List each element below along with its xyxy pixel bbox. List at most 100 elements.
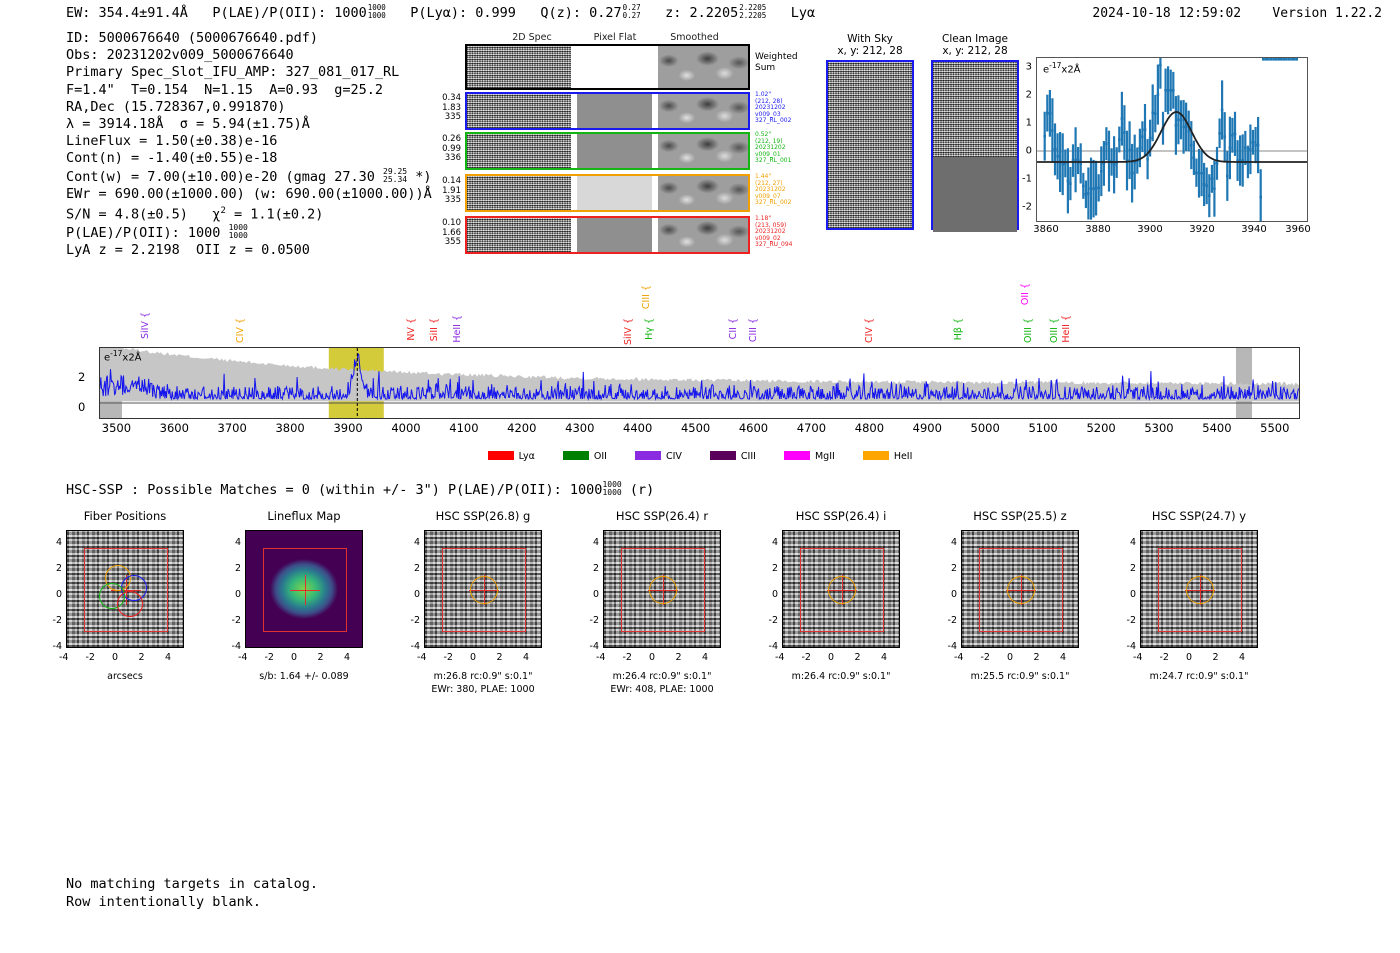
cutout-5-ytick-1: 2 (950, 563, 957, 574)
cutout-3-xtick-1: -2 (622, 652, 632, 663)
info-cont-w-pre: Cont(w) = 7.00(±10.00)e-20 (gmag 27.30 (66, 168, 375, 185)
info-cont-w-den: 25.34 (383, 174, 408, 184)
col-title-pixelflat: Pixel Flat (593, 32, 637, 43)
spectrum-xtick-3900: 3900 (333, 421, 363, 435)
legend-swatch-MgII (783, 451, 810, 460)
legend-label-Lyα: Lyα (518, 451, 535, 462)
cutout-3-ytick-4: -4 (589, 641, 599, 652)
cutout-5-caption-line1: m:25.5 rc:0.9" s:0.1" (970, 671, 1070, 682)
cutout-2-ytick-4: -4 (410, 641, 420, 652)
cutout-title-3: HSC SSP(26.4) r (615, 509, 709, 523)
aperture-circle (828, 576, 856, 604)
legend-swatch-OII (562, 451, 589, 460)
bottom-note-line1: No matching targets in catalog. (66, 876, 318, 892)
fit-xtick-3860: 3860 (1033, 224, 1059, 235)
cutout-3-caption-line2: EWr: 408, PLAE: 1000 (610, 684, 714, 695)
legend-swatch-Lyα (487, 451, 514, 460)
cutout-3-xtick-4: 4 (702, 652, 709, 663)
line-marker-SiIV-5: SiIV { (623, 318, 635, 346)
cutout-title-4: HSC SSP(26.4) i (795, 509, 887, 523)
row-1-left-2: 335 (444, 112, 461, 122)
cutout-image-0[interactable] (66, 530, 184, 648)
cutout-image-1[interactable] (245, 530, 363, 648)
fit-xtick-3900: 3900 (1137, 224, 1163, 235)
cutout-1-xtick-3: 2 (317, 652, 324, 663)
fit-ytick-2: 2 (1025, 89, 1032, 101)
cutout-6-xtick-3: 2 (1212, 652, 1219, 663)
cutout-title-0: Fiber Positions (83, 509, 167, 523)
crosshair-vertical (305, 575, 306, 605)
with-sky-title-block: With Sky x, y: 212, 28 (815, 33, 925, 57)
fit-unit-suffix: x2Å (1061, 64, 1081, 76)
cutout-3-ytick-2: 0 (592, 589, 599, 600)
fit-plot-svg (1037, 41, 1307, 225)
cutout-0-ytick-1: 2 (55, 563, 62, 574)
row-4-left-2: 355 (444, 237, 461, 247)
with-sky-image (826, 60, 914, 230)
row-2-left-1: 0.99 (442, 143, 461, 154)
seg-pixelflat (576, 46, 653, 88)
fit-ytick-m2: -2 (1022, 201, 1032, 213)
legend-label-MgII: MgII (814, 451, 835, 462)
row-2-left-2: 336 (444, 153, 461, 163)
info-cont-w: Cont(w) = 7.00(±10.00)e-20 (gmag 27.30 2… (66, 167, 432, 186)
cutout-0-xtick-3: 2 (138, 652, 145, 663)
header-timestamp: 2024-10-18 12:59:02 (1092, 6, 1242, 21)
cutout-0-caption: arcsecs (40, 670, 210, 683)
cutout-3-ytick-3: -2 (589, 615, 599, 626)
cutout-1-xtick-1: -2 (264, 652, 274, 663)
info-cont-n: Cont(n) = -1.40(±0.55)e-18 (66, 150, 278, 167)
hsc-header-den: 1000 (602, 488, 622, 497)
row-3-left-0: 0.14 (442, 176, 461, 186)
line-marker-HeII-15: HeII { (1060, 315, 1072, 343)
cutout-0-xtick-0: -4 (59, 652, 69, 663)
hsc-header-num: 1000 (602, 480, 622, 489)
cutout-image-4[interactable] (782, 530, 900, 648)
spectrum-xtick-5300: 5300 (1144, 421, 1174, 435)
seg-pixelflat (576, 134, 653, 168)
seg-2dspec (467, 218, 571, 252)
spectrum-xtick-4600: 4600 (738, 421, 769, 435)
info-lineflux: LineFlux = 1.50(±0.38)e-16 (66, 133, 278, 150)
cutout-1-xtick-0: -4 (238, 652, 248, 663)
cutout-2-xtick-4: 4 (523, 652, 530, 663)
cutout-image-3[interactable] (603, 530, 721, 648)
cutout-4-xtick-0: -4 (775, 652, 785, 663)
spectrum-xtick-4900: 4900 (912, 421, 942, 435)
cutout-4-ytick-1: 2 (771, 563, 778, 574)
cutout-0-ytick-2: 0 (55, 589, 62, 600)
seg-gap-1 (570, 134, 577, 168)
spectrum-xtick-4800: 4800 (854, 421, 885, 435)
cutout-4-xtick-4: 4 (881, 652, 888, 663)
row-4-left-labels: 0.10 1.66 355 (425, 218, 461, 248)
weighted-sum-line1: Weighted (755, 52, 798, 62)
legend-label-HeII: HeII (893, 451, 913, 462)
info-radec: RA,Dec (15.728367,0.991870) (66, 98, 286, 115)
legend-swatch-CIV (634, 451, 661, 460)
cutout-4-caption: m:26.4 rc:0.9" s:0.1" (756, 670, 926, 683)
cutout-5-xtick-4: 4 (1060, 652, 1067, 663)
cutout-4-ytick-3: -2 (768, 615, 778, 626)
spectrum-xtick-4200: 4200 (507, 421, 537, 435)
info-plae: P(LAE)/P(OII): 1000 1000 1000 (66, 223, 432, 242)
cutout-6-xtick-4: 4 (1239, 652, 1246, 663)
cutout-title-1: Lineflux Map (267, 509, 341, 523)
header-qz-label: Q(z): 0.27 (540, 4, 622, 21)
cutout-image-2[interactable] (424, 530, 542, 648)
fit-ytick-3: 3 (1025, 61, 1032, 73)
cutout-0-ytick-4: -4 (52, 641, 62, 652)
seg-2dspec (467, 176, 571, 210)
line-marker-OII-12: OII { (1020, 283, 1031, 306)
cutout-5-xtick-3: 2 (1033, 652, 1040, 663)
cutout-image-5[interactable] (961, 530, 1079, 648)
fit-xtick-3940: 3940 (1241, 224, 1267, 235)
row-4-right-3: v009_02 (755, 234, 781, 242)
cutout-2-ytick-1: 2 (413, 563, 420, 574)
spectrum-xtick-4500: 4500 (680, 421, 711, 435)
row-1-right-4: 327_RL_002 (755, 117, 792, 125)
spectrum-xtick-4400: 4400 (623, 421, 653, 435)
cutout-image-6[interactable] (1140, 530, 1258, 648)
cutout-1-ytick-1: 2 (234, 563, 241, 574)
row-2-right-2: 20231202 (755, 144, 786, 152)
cutout-5-xtick-1: -2 (980, 652, 990, 663)
